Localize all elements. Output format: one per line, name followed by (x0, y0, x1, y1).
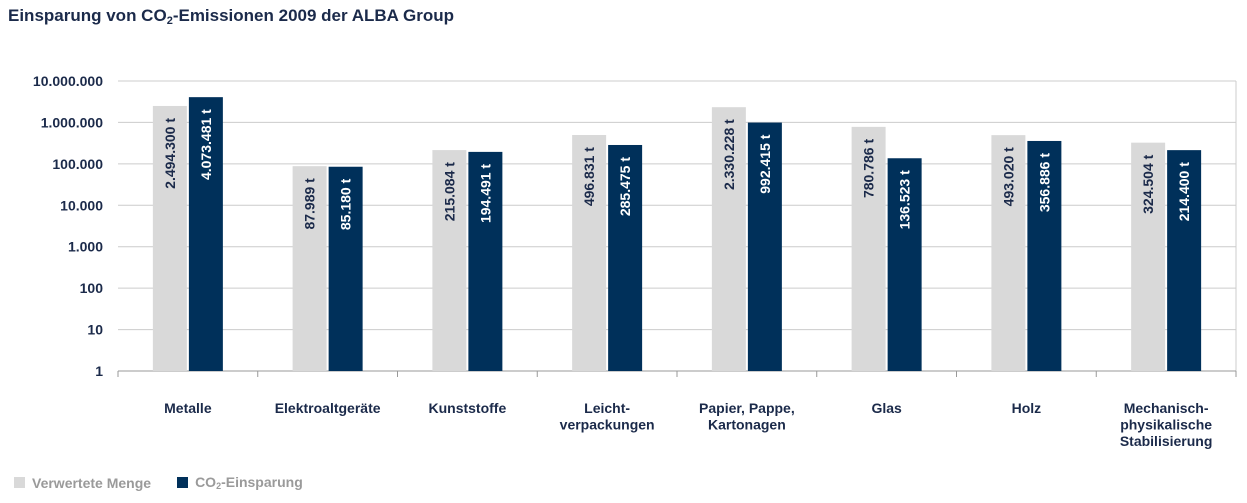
data-label: 194.491 t (477, 164, 493, 223)
x-tick-label-line: Mechanisch- (1124, 400, 1209, 416)
x-tick-label-line: verpackungen (560, 417, 655, 433)
x-tick-label-line: Stabilisierung (1120, 433, 1213, 449)
bar-1 (1131, 142, 1166, 371)
data-label: 356.886 t (1036, 153, 1052, 212)
data-label: 87.989 t (302, 178, 318, 230)
x-tick-label: Holz (1012, 400, 1042, 416)
data-label: 496.831 t (581, 147, 597, 206)
bar-2 (608, 144, 643, 371)
data-label: 324.504 t (1140, 154, 1156, 213)
x-tick-label: Papier, Pappe, Kartonagen (699, 400, 795, 433)
legend-label-series-2-prefix: CO (195, 474, 217, 490)
x-tick-label-line: Kartonagen (708, 417, 786, 433)
data-label: 85.180 t (338, 178, 354, 230)
x-tick-label-line: Papier, Pappe, (699, 400, 795, 416)
chart-title-subscript: 2 (166, 15, 173, 27)
data-label: 215.084 t (441, 162, 457, 221)
x-tick-label: Glas (871, 400, 902, 416)
x-tick-label-line: Leicht- (584, 400, 630, 416)
legend-item-verwertete-menge: Verwertete Menge (14, 475, 151, 491)
x-tick-label: Leicht-verpackungen (560, 400, 655, 433)
y-tick-label: 10.000.000 (33, 73, 103, 89)
x-tick-label-line: physikalische (1120, 417, 1212, 433)
bar-2 (468, 151, 503, 371)
y-tick-label: 1.000.000 (41, 114, 103, 130)
bar-2 (1027, 140, 1062, 371)
bar-2 (1167, 150, 1202, 371)
bar-1 (711, 107, 746, 372)
x-tick-label: Metalle (164, 400, 212, 416)
bar-2 (328, 166, 363, 371)
legend-label-series-2: CO2-Einsparung (195, 474, 303, 491)
y-tick-label: 100 (80, 280, 104, 296)
y-tick-label: 100.000 (52, 156, 103, 172)
x-tick-label: Mechanisch-physikalische Stabilisierung (1120, 400, 1213, 449)
x-tick-label-line: Kunststoffe (428, 400, 506, 416)
x-tick-label-line: Holz (1012, 400, 1042, 416)
bar-2 (188, 97, 223, 371)
legend: Verwertete Menge CO2-Einsparung (14, 474, 329, 491)
data-label: 2.330.228 t (721, 119, 737, 190)
legend-swatch-series-2 (177, 477, 189, 488)
bar-1 (292, 166, 327, 371)
data-label: 136.523 t (897, 170, 913, 229)
y-tick-label: 10.000 (60, 197, 103, 213)
bar-1 (152, 105, 187, 371)
legend-label-series-1: Verwertete Menge (32, 474, 152, 491)
y-tick-label: 10 (87, 322, 103, 338)
chart-title-prefix: Einsparung von CO (8, 6, 167, 25)
data-label: 4.073.481 t (198, 109, 214, 180)
y-tick-label: 1.000 (68, 239, 103, 255)
x-tick-label-line: Glas (871, 400, 902, 416)
data-label: 780.786 t (861, 139, 877, 198)
x-tick-label: Elektroaltgeräte (275, 400, 381, 416)
bar-1 (572, 135, 607, 371)
data-label: 493.020 t (1000, 147, 1016, 206)
bar-1 (851, 126, 886, 371)
data-label: 2.494.300 t (162, 118, 178, 189)
bar-2 (747, 122, 782, 372)
data-label: 992.415 t (757, 134, 773, 193)
legend-item-co2-einsparung: CO2-Einsparung (177, 474, 303, 491)
data-label: 214.400 t (1176, 162, 1192, 221)
legend-label-series-2-suffix: -Einsparung (221, 474, 303, 490)
x-tick-label-line: Elektroaltgeräte (275, 400, 381, 416)
bar-1 (991, 135, 1026, 371)
chart-title: Einsparung von CO2-Emissionen 2009 der A… (8, 6, 454, 27)
data-label: 285.475 t (617, 157, 633, 216)
bar-2 (887, 158, 922, 371)
y-tick-label: 1 (95, 363, 103, 379)
bar-1 (432, 150, 467, 371)
legend-label-series-2-subscript: 2 (216, 481, 222, 491)
x-tick-label: Kunststoffe (428, 400, 506, 416)
chart-title-suffix: -Emissionen 2009 der ALBA Group (172, 6, 455, 25)
x-tick-label-line: Metalle (164, 400, 212, 416)
legend-swatch-series-1 (14, 477, 25, 488)
